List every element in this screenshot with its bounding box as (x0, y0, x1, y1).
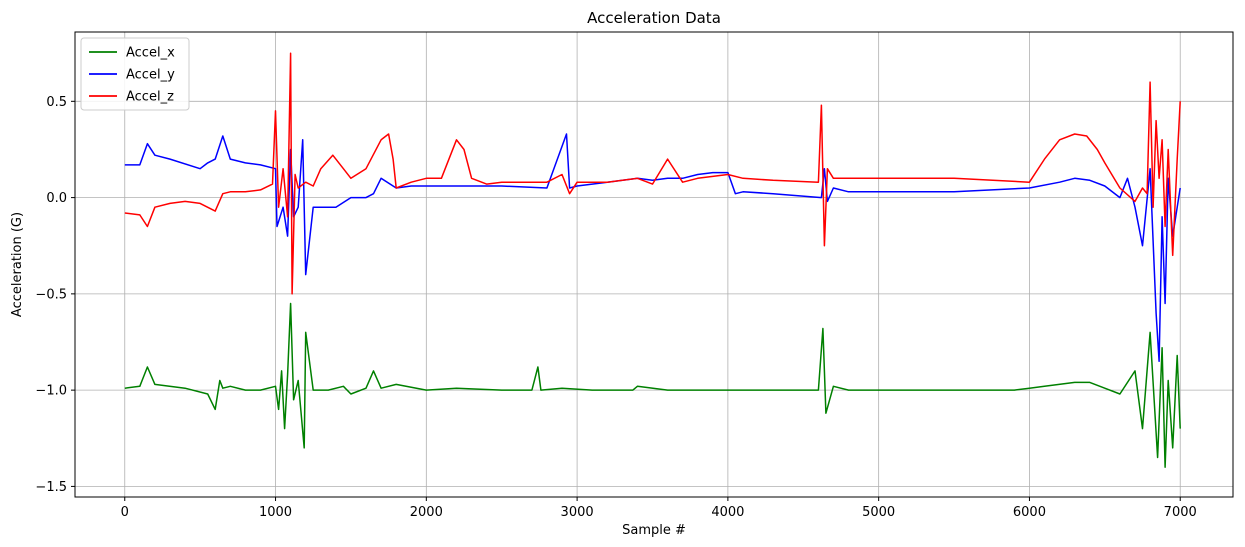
y-axis-title: Acceleration (G) (10, 212, 25, 317)
axis-ticks: 0 1000 2000 3000 4000 5000 6000 7000 −1.5 −1.0 −0.… (35, 95, 1196, 520)
series-lines (124, 52, 1181, 468)
plot-frame (74, 31, 1234, 498)
legend-label: Accel_y (126, 68, 175, 83)
y-tick-label: −1.5 (35, 480, 67, 495)
legend-label: Accel_x (126, 46, 175, 61)
series-line-accel-x (124, 302, 1181, 468)
x-tick-label: 5000 (862, 505, 895, 520)
x-tick-label: 4000 (711, 505, 744, 520)
y-tick-label: −0.5 (35, 287, 67, 302)
x-tick-label: 1000 (259, 505, 292, 520)
x-tick-label: 0 (121, 505, 129, 520)
series-line-accel-z (124, 52, 1181, 295)
x-tick-label: 6000 (1013, 505, 1046, 520)
legend-box (80, 37, 190, 111)
y-tick-label: −1.0 (35, 384, 67, 399)
x-tick-label: 2000 (410, 505, 443, 520)
x-tick-label: 7000 (1164, 505, 1197, 520)
y-tick-label: 0.0 (46, 191, 67, 206)
x-axis-title: Sample # (622, 523, 686, 538)
legend: Accel_x Accel_y Accel_z (80, 37, 190, 111)
x-tick-label: 3000 (561, 505, 594, 520)
y-tick-label: 0.5 (46, 95, 67, 110)
legend-label: Accel_z (126, 90, 174, 105)
chart-title: Acceleration Data (587, 9, 721, 27)
